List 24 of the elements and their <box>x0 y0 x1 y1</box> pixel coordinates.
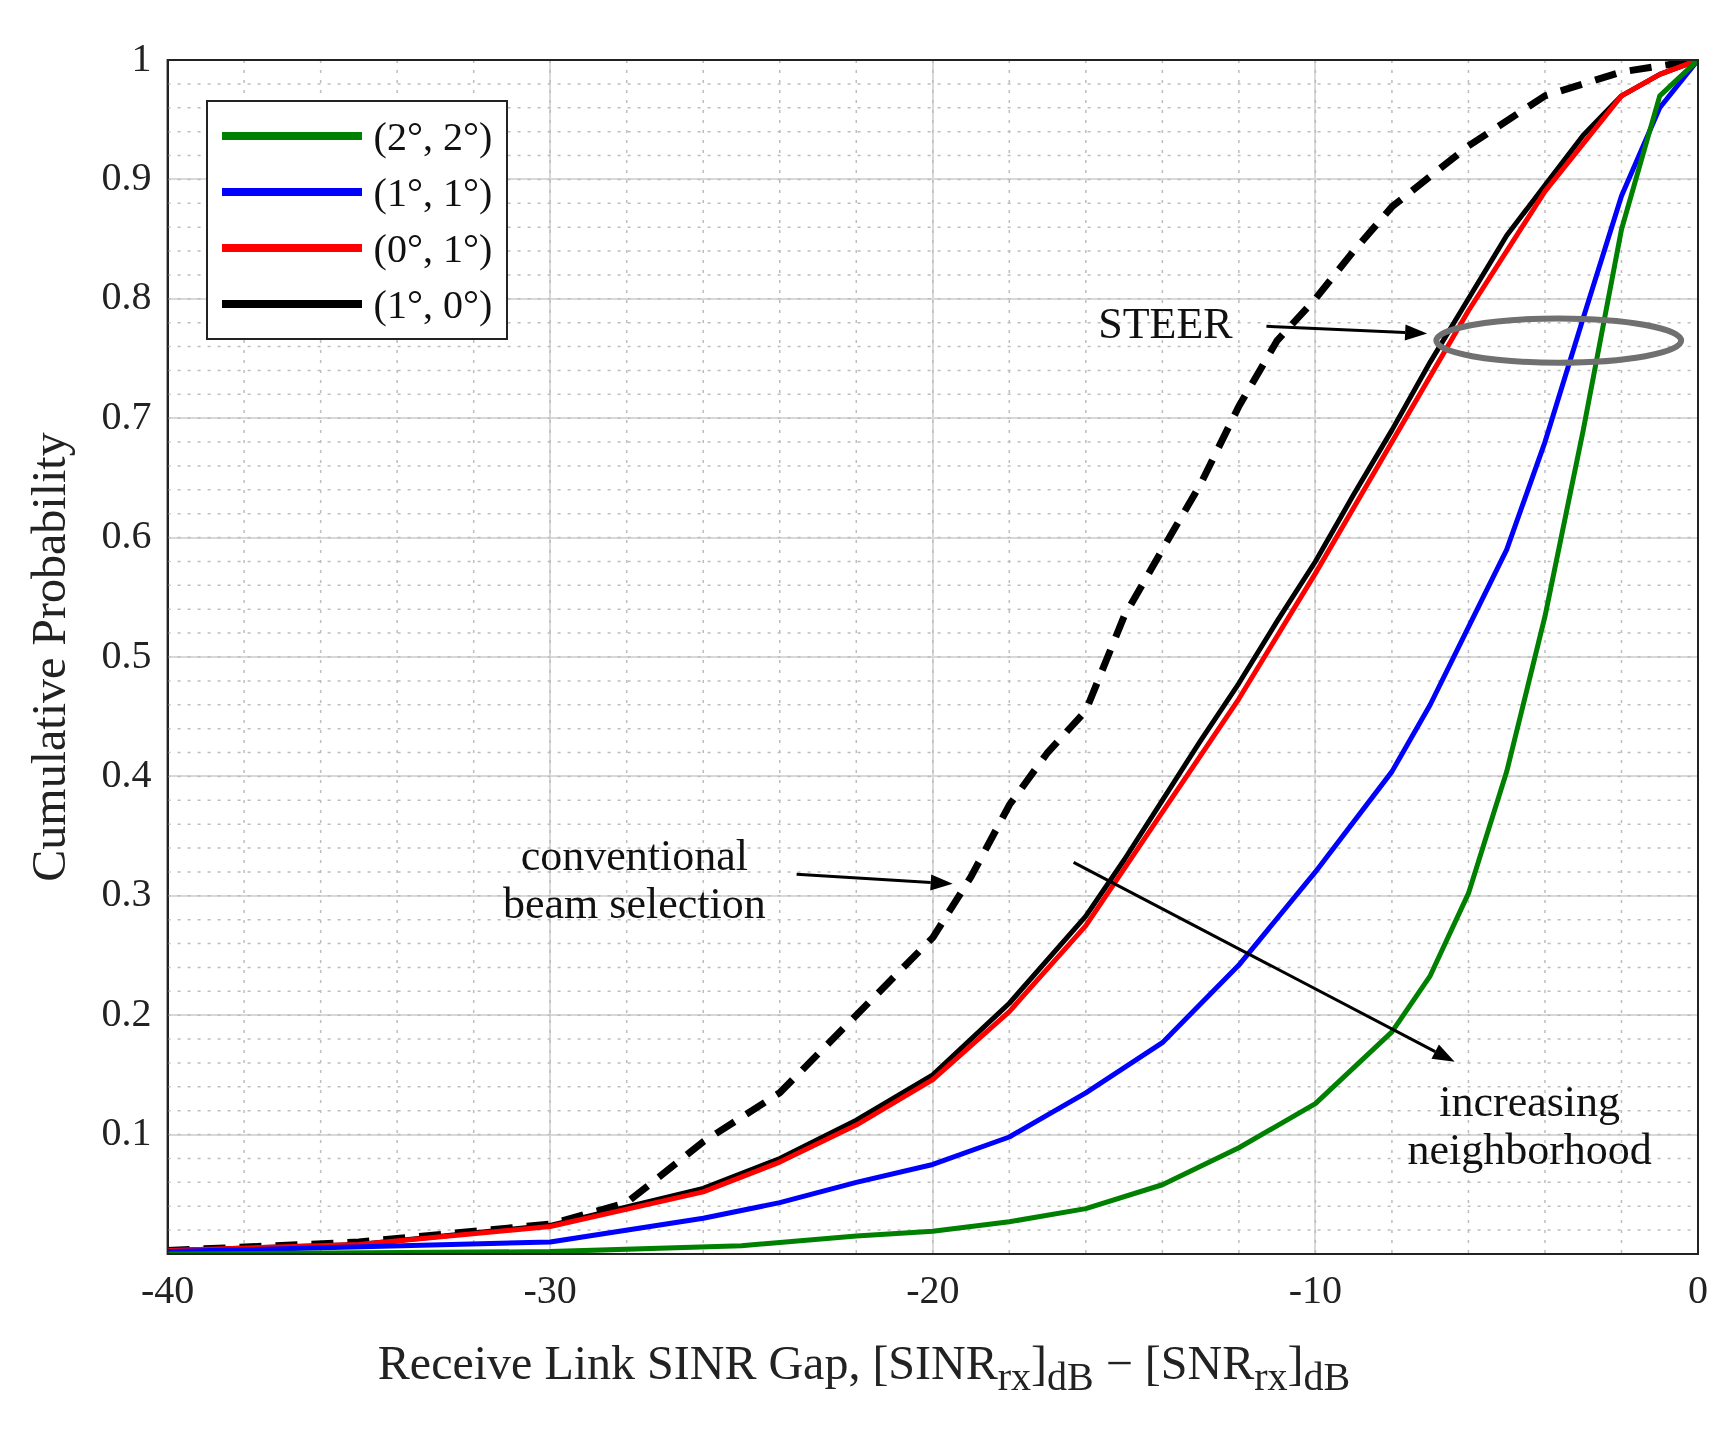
legend-label: (1°, 0°) <box>373 280 493 328</box>
annotation: increasing neighborhood <box>1407 1077 1652 1175</box>
legend-label: (0°, 1°) <box>373 224 493 272</box>
annotation: conventional beam selection <box>503 831 766 929</box>
x-tick-label: -10 <box>1288 1266 1343 1312</box>
x-axis-title: Receive Link SINR Gap, [SINR$_{rx}$]$_{dB}$ − [SNR$_{rx}$]$_{dB}$ <box>376 1335 1352 1400</box>
y-tick-label: 0.1 <box>101 1109 152 1155</box>
y-tick-label: 0.5 <box>101 631 152 677</box>
y-tick-label: 0.7 <box>101 392 152 438</box>
y-tick-label: 0.6 <box>101 512 152 558</box>
legend-label: (2°, 2°) <box>373 112 493 160</box>
x-tick-label: -30 <box>523 1266 577 1312</box>
legend-label: (1°, 1°) <box>373 168 493 216</box>
y-tick-label: 0.9 <box>101 153 152 199</box>
y-tick-label: 0.4 <box>101 750 152 796</box>
y-tick-label: 0.2 <box>101 989 152 1035</box>
y-tick-label: 0.3 <box>101 870 152 916</box>
x-tick-label: -20 <box>906 1266 960 1312</box>
annotation: STEER <box>1098 298 1234 348</box>
x-tick-label: -40 <box>140 1266 195 1312</box>
x-tick-label: 0 <box>1688 1266 1708 1312</box>
y-tick-label: 0.8 <box>101 273 152 319</box>
y-axis-title: Cumulative Probability <box>22 432 76 882</box>
y-tick-label: 1 <box>131 34 152 80</box>
